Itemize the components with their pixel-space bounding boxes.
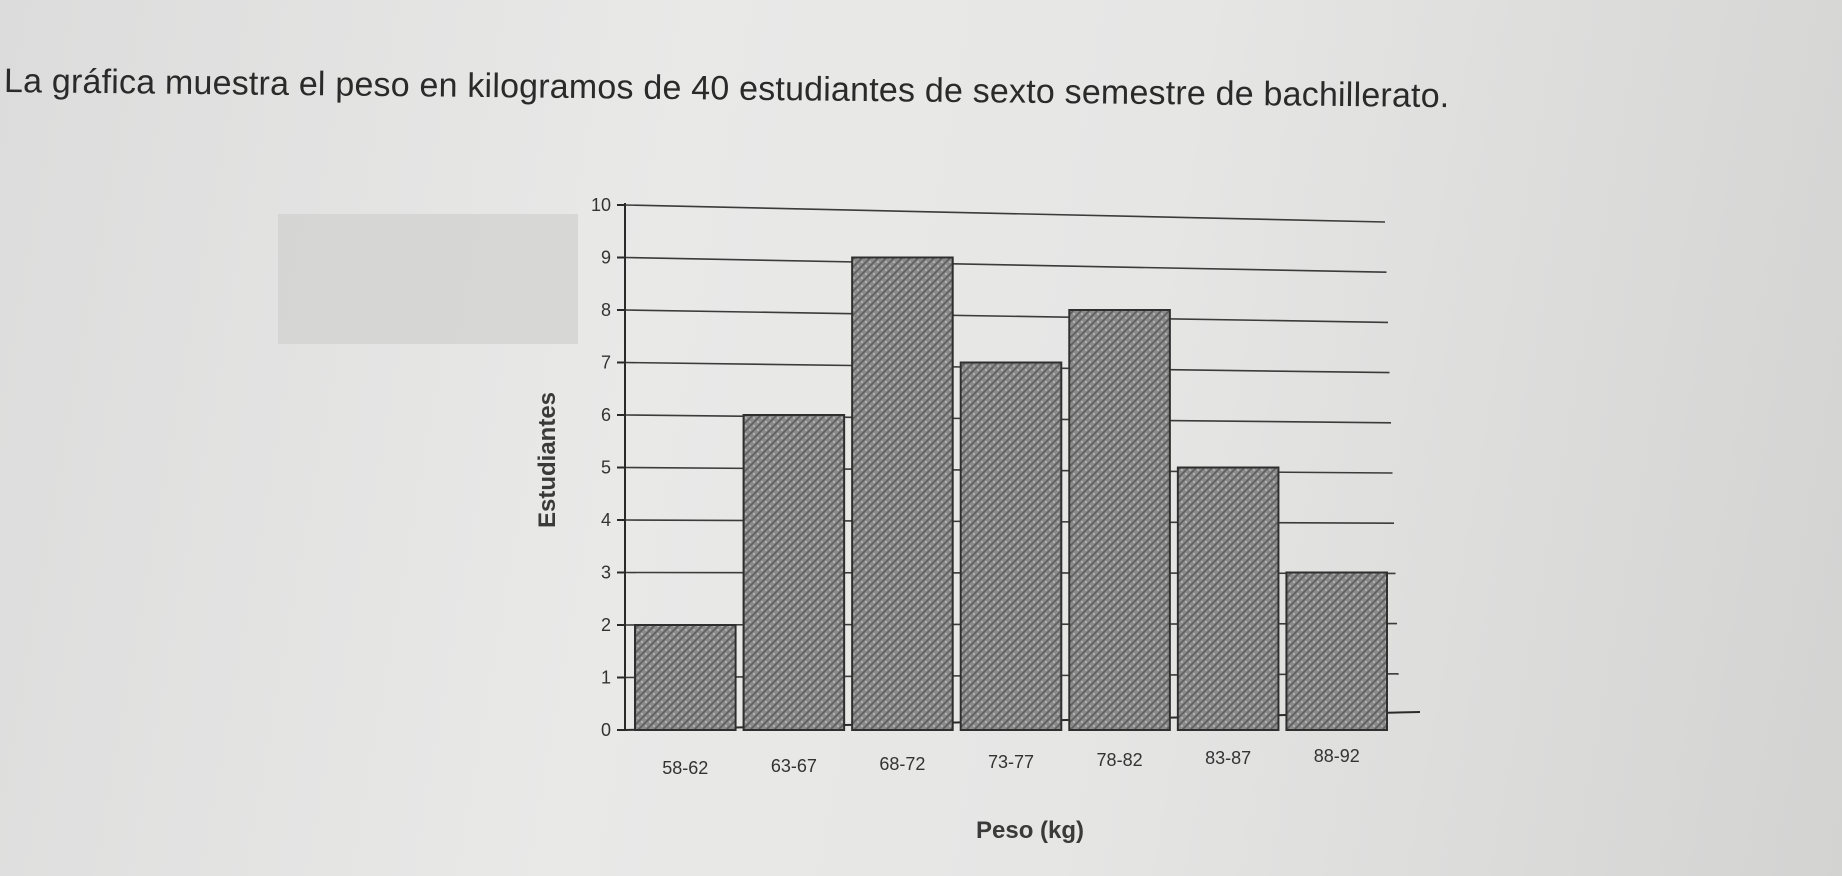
- bar-78-82: [1068, 309, 1171, 731]
- y-tick-label: 9: [601, 248, 611, 268]
- y-tick-label: 7: [601, 353, 611, 373]
- y-tick-label: 8: [601, 300, 611, 320]
- faded-background-block: [278, 214, 578, 344]
- x-tick-label: 78-82: [1097, 750, 1143, 770]
- x-tick-label: 83-87: [1205, 748, 1251, 768]
- y-tick-label: 6: [601, 405, 611, 425]
- gridline-10: [624, 204, 1386, 223]
- x-tick-label: 88-92: [1314, 746, 1360, 766]
- labels-layer: 0 1 2 3 4 5 6 7 8 9 10 58-62 63-67 68-72 73-77 78-82 83-…: [591, 195, 1360, 778]
- x-tick-label: 63-67: [771, 756, 817, 776]
- gridline-8: [624, 309, 1389, 324]
- y-tick-label: 3: [601, 563, 611, 583]
- bar-68-72: [851, 256, 954, 731]
- x-tick-label: 58-62: [662, 758, 708, 778]
- bar-63-67: [742, 414, 846, 731]
- y-tick-label: 10: [591, 195, 611, 215]
- x-tick-label: 68-72: [879, 754, 925, 774]
- y-tick-label: 0: [601, 720, 611, 740]
- y-tick-label: 4: [601, 510, 611, 530]
- bar-83-87: [1176, 466, 1280, 731]
- y-axis-title: Estudiantes: [534, 392, 561, 528]
- y-tick-label: 2: [601, 615, 611, 635]
- bars-layer: [634, 256, 1389, 731]
- y-tick-label: 1: [601, 668, 611, 688]
- bar-88-92: [1285, 571, 1389, 731]
- bar-73-77: [959, 361, 1063, 731]
- bar-58-62: [634, 624, 737, 731]
- gridline-9: [624, 256, 1387, 273]
- y-tick-label: 5: [601, 458, 611, 478]
- x-axis-title: Peso (kg): [976, 817, 1084, 844]
- x-tick-label: 73-77: [988, 752, 1034, 772]
